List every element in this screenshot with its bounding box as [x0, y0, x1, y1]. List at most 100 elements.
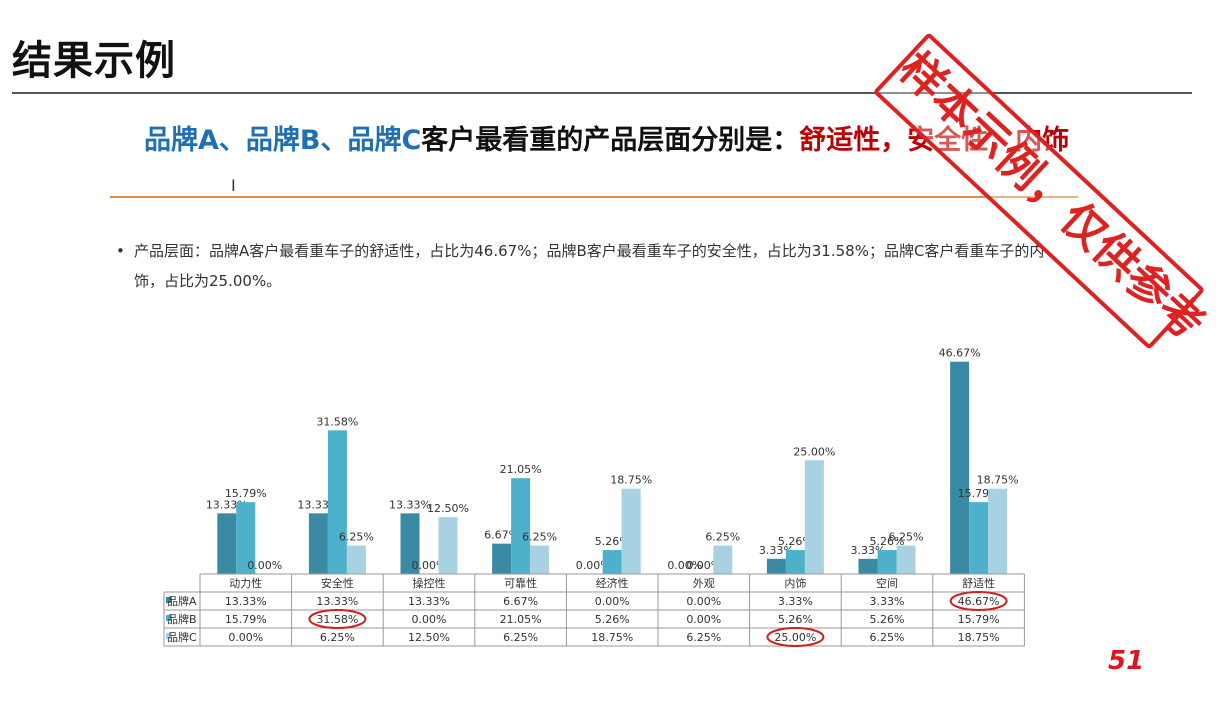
data-label: 18.75% — [610, 474, 652, 487]
data-label: 31.58% — [316, 415, 358, 428]
bar — [236, 502, 256, 574]
data-label: 13.33% — [389, 498, 431, 511]
table-cell: 25.00% — [774, 631, 816, 644]
data-label: 12.50% — [427, 502, 469, 515]
headline: 品牌A、品牌B、品牌C客户最看重的产品层面分别是：舒适性，安全性，内饰 — [144, 124, 1104, 158]
table-cell: 31.58% — [316, 613, 358, 626]
data-label: 0.00% — [686, 559, 721, 572]
data-label: 0.00% — [576, 559, 611, 572]
table-cell: 0.00% — [686, 613, 721, 626]
bar — [400, 513, 420, 574]
bar — [308, 513, 328, 574]
table-cell: 13.33% — [316, 595, 358, 608]
data-label: 18.75% — [977, 474, 1019, 487]
highlight-ellipse — [949, 591, 1008, 611]
bar — [785, 550, 805, 574]
data-label: 0.00% — [247, 559, 282, 572]
table-cell: 13.33% — [225, 595, 267, 608]
data-label: 6.25% — [522, 531, 557, 544]
headline-answers: 舒适性，安全性，内饰 — [799, 125, 1070, 156]
table-cell: 21.05% — [500, 613, 542, 626]
category-label: 安全性 — [321, 576, 354, 590]
bullet-dot-icon: • — [116, 242, 125, 260]
text-cursor-icon: I — [231, 176, 236, 195]
bar — [713, 545, 733, 574]
bar — [766, 558, 786, 574]
table-cell: 3.33% — [778, 595, 813, 608]
data-label: 3.33% — [759, 544, 794, 557]
table-cell: 5.26% — [595, 613, 630, 626]
table-cell: 0.00% — [686, 595, 721, 608]
bar — [327, 430, 347, 574]
table-cell: 18.75% — [958, 631, 1000, 644]
data-label: 6.25% — [705, 531, 740, 544]
bar — [896, 545, 916, 574]
bullet-text: 产品层面：品牌A客户最看重车子的舒适性，占比为46.67%；品牌B客户最看重车子… — [134, 242, 1045, 290]
title-divider — [12, 92, 1192, 94]
data-label: 6.25% — [889, 531, 924, 544]
category-label: 可靠性 — [504, 576, 537, 590]
bar — [511, 478, 531, 574]
page-title: 结果示例 — [12, 38, 176, 84]
table-cell: 46.67% — [958, 595, 1000, 608]
bar — [492, 543, 512, 574]
data-label: 6.25% — [339, 531, 374, 544]
table-cell: 6.25% — [686, 631, 721, 644]
series-label: 品牌B — [167, 612, 197, 626]
bar — [346, 545, 366, 574]
bar — [969, 502, 989, 574]
data-label: 46.67% — [939, 347, 981, 360]
table-cell: 13.33% — [408, 595, 450, 608]
data-label: 5.26% — [870, 535, 905, 548]
data-label: 5.26% — [595, 535, 630, 548]
bar — [621, 488, 641, 574]
category-label: 操控性 — [413, 576, 446, 590]
bar — [804, 460, 824, 574]
legend-swatch — [166, 633, 172, 639]
highlight-ellipse — [766, 627, 825, 647]
table-cell: 0.00% — [595, 595, 630, 608]
table-cell: 6.25% — [870, 631, 905, 644]
category-label: 空间 — [876, 576, 898, 590]
bar — [438, 517, 458, 574]
headline-text: 客户最看重的产品层面分别是： — [421, 125, 800, 156]
table-cell: 15.79% — [958, 613, 1000, 626]
table-cell: 6.25% — [503, 631, 538, 644]
table-cell: 0.00% — [412, 613, 447, 626]
bar — [602, 550, 622, 574]
category-label: 外观 — [693, 577, 715, 590]
table-cell: 5.26% — [778, 613, 813, 626]
bar — [530, 545, 550, 574]
table-cell: 3.33% — [870, 595, 905, 608]
data-label: 5.26% — [778, 535, 813, 548]
data-label: 15.79% — [225, 487, 267, 500]
series-label: 品牌A — [167, 594, 197, 608]
table-cell: 18.75% — [591, 631, 633, 644]
category-label: 舒适性 — [962, 576, 995, 590]
series-label: 品牌C — [167, 630, 197, 644]
category-label: 经济性 — [596, 576, 629, 590]
data-label: 0.00% — [667, 559, 702, 572]
bar — [950, 361, 970, 574]
table-cell: 12.50% — [408, 631, 450, 644]
page-number: 51 — [1108, 646, 1145, 676]
category-label: 内饰 — [784, 576, 806, 590]
table-cell: 5.26% — [870, 613, 905, 626]
legend-swatch — [166, 597, 172, 603]
bar — [217, 513, 237, 574]
data-label: 0.00% — [412, 559, 447, 572]
data-label: 3.33% — [851, 544, 886, 557]
bar — [877, 550, 897, 574]
legend-swatch — [166, 615, 172, 621]
table-cell: 6.67% — [503, 595, 538, 608]
table-cell: 0.00% — [228, 631, 263, 644]
headline-divider — [110, 196, 1078, 198]
data-label: 6.67% — [484, 529, 519, 542]
bar — [988, 488, 1008, 574]
data-label: 21.05% — [500, 463, 542, 476]
headline-brands: 品牌A、品牌B、品牌C — [144, 125, 422, 156]
data-label: 25.00% — [793, 445, 835, 458]
highlight-ellipse — [308, 609, 367, 629]
table-cell: 15.79% — [225, 613, 267, 626]
